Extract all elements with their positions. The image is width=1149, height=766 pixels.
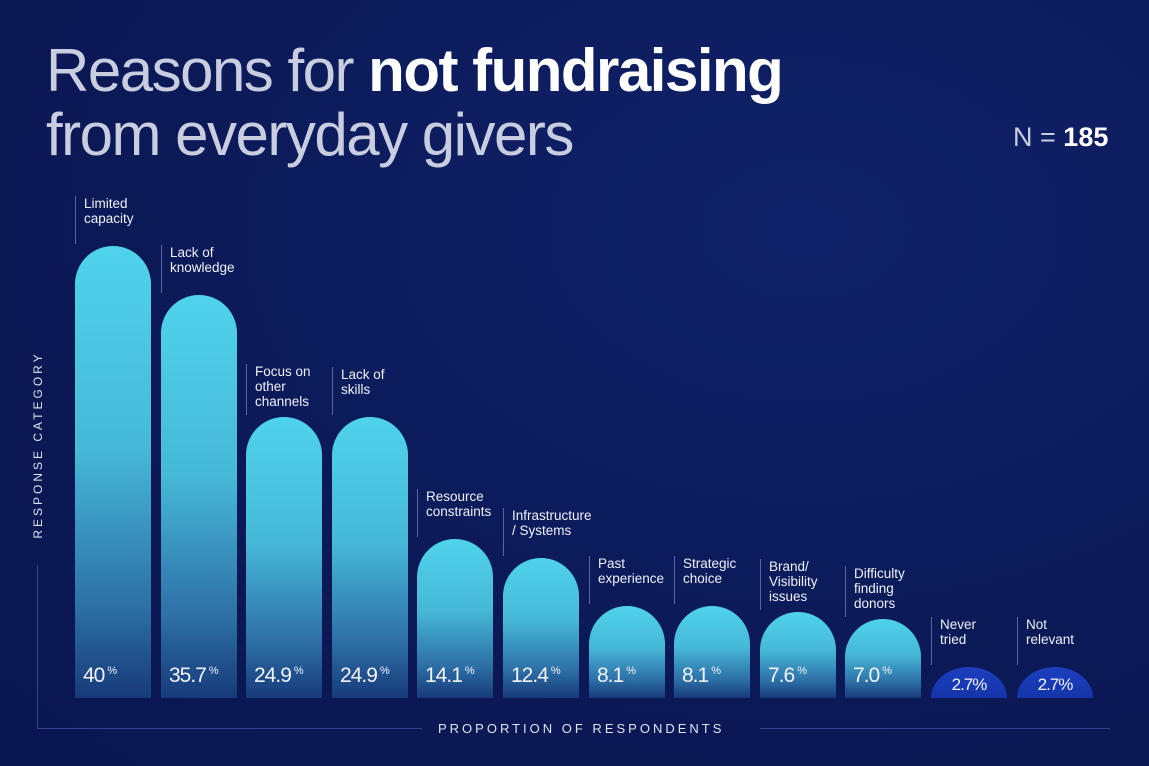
percent-sign: % [464, 665, 475, 677]
category-label: Resource constraints [417, 489, 491, 537]
category-label-line: Lack of [341, 367, 385, 382]
data-label-value: 7.0 [853, 664, 880, 687]
category-label-line: / Systems [512, 523, 572, 538]
x-axis-line-left [37, 728, 422, 729]
category-label: Limited capacity [75, 196, 134, 244]
bar: 40% [75, 246, 151, 698]
percent-sign: % [379, 665, 390, 677]
category-label-line: Past [598, 556, 626, 571]
data-label: 7.6% [760, 664, 836, 688]
data-label: 12.4% [503, 664, 579, 688]
data-label: 2.7% [1017, 675, 1093, 695]
category-label-line: issues [769, 589, 808, 604]
category-label: Lack of knowledge [161, 245, 235, 293]
category-label-line: Not [1026, 617, 1048, 632]
data-label: 8.1% [589, 664, 665, 688]
category-label-line: knowledge [170, 260, 235, 275]
percent-sign: % [550, 665, 561, 677]
data-label: 2.7% [931, 675, 1007, 695]
category-label-line: Strategic [683, 556, 737, 571]
category-label-line: skills [341, 382, 371, 397]
category-label-line: relevant [1026, 632, 1075, 647]
data-label: 24.9% [246, 664, 322, 688]
category-label: Strategic choice [674, 556, 736, 604]
category-label-line: Difficulty [854, 566, 905, 581]
category-label: Infrastructure / Systems [503, 508, 592, 556]
category-label: Not relevant [1017, 617, 1074, 665]
percent-sign: % [293, 665, 304, 677]
percent-sign: % [882, 665, 892, 677]
x-axis-label: PROPORTION OF RESPONDENTS [438, 721, 725, 736]
data-label: 8.1% [674, 664, 750, 688]
category-label-line: channels [255, 394, 310, 409]
data-label: 7.0% [845, 664, 921, 688]
data-label-value: 40 [83, 664, 105, 687]
bar: 35.7% [161, 295, 237, 698]
category-label: Never tried [931, 617, 976, 665]
category-label-line: Lack of [170, 245, 214, 260]
category-label-line: capacity [84, 211, 134, 226]
category-label-line: finding [854, 581, 894, 596]
category-label-line: constraints [426, 504, 492, 519]
category-label: Lack of skills [332, 367, 385, 415]
category-label-line: Limited [84, 196, 128, 211]
percent-sign: % [107, 665, 118, 677]
percent-sign: % [626, 665, 636, 677]
data-label-value: 24.9 [254, 664, 292, 687]
category-label-line: Brand/ [769, 559, 809, 574]
category-label: Difficulty finding donors [845, 566, 905, 617]
category-label-line: Focus on [255, 364, 311, 379]
data-label-value: 7.6 [768, 664, 795, 687]
category-label-line: Visibility [769, 574, 818, 589]
category-label-line: other [255, 379, 286, 394]
data-label-value: 2.7% [1037, 675, 1074, 694]
data-label-value: 35.7 [169, 664, 207, 687]
bar: 7.0% [845, 619, 921, 698]
category-label-line: Never [940, 617, 977, 632]
category-label-line: donors [854, 596, 896, 611]
data-label: 14.1% [417, 664, 493, 688]
x-axis-line-right [760, 728, 1110, 729]
bar: 24.9% [332, 417, 408, 698]
percent-sign: % [208, 665, 219, 677]
sample-size: N = 185 [1013, 122, 1109, 152]
category-label-line: experience [598, 571, 665, 586]
data-label-value: 12.4 [511, 664, 549, 687]
category-label: Brand/Visibility issues [760, 559, 818, 610]
bar: 2.7% [1017, 667, 1093, 698]
percent-sign: % [797, 665, 807, 677]
category-label-line: Resource [426, 489, 484, 504]
category-label-line: choice [683, 571, 723, 586]
bar: 8.1% [589, 606, 665, 698]
data-label: 40% [75, 664, 151, 688]
data-label-value: 14.1 [425, 664, 463, 687]
bar: 14.1% [417, 539, 493, 698]
category-label-line: Infrastructure [512, 508, 592, 523]
chart-title-line1: Reasons for not fundraising [46, 37, 784, 104]
bar: 24.9% [246, 417, 322, 698]
y-axis-label: RESPONSE CATEGORY [31, 351, 45, 539]
data-label-value: 8.1 [682, 664, 709, 687]
category-label: Past experience [589, 556, 664, 604]
bar: 2.7% [931, 667, 1007, 698]
bar: 8.1% [674, 606, 750, 698]
data-label: 24.9% [332, 664, 408, 688]
chart-title-line2: from everyday givers [46, 101, 574, 168]
bar: 7.6% [760, 612, 836, 698]
bar: 12.4% [503, 558, 579, 698]
y-axis-line [37, 565, 38, 728]
category-label: Focus on other channels [246, 364, 311, 415]
data-label: 35.7% [161, 664, 237, 688]
data-label-value: 24.9 [340, 664, 378, 687]
data-label-value: 8.1 [597, 664, 624, 687]
data-label-value: 2.7% [951, 675, 988, 694]
category-label-line: tried [940, 632, 967, 647]
percent-sign: % [711, 665, 721, 677]
